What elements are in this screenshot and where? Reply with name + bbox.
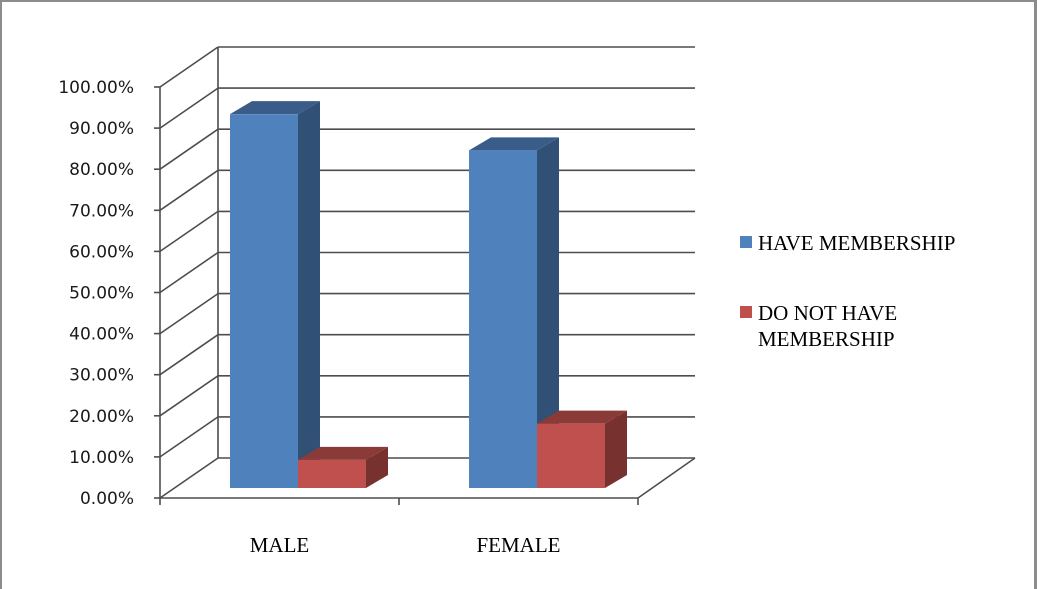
gridline-side — [159, 251, 219, 294]
bar-side — [298, 101, 320, 488]
bar — [230, 114, 298, 488]
bar-top — [537, 410, 627, 424]
gridline-side — [159, 128, 219, 170]
y-tick-label: 90.00% — [69, 119, 134, 139]
x-tick-label: FEMALE — [477, 533, 561, 557]
gridline-side — [159, 87, 219, 129]
gridline-side — [159, 210, 219, 253]
y-tick-label: 30.00% — [69, 366, 134, 386]
bar-top — [298, 446, 388, 460]
y-tick-label: 0.00% — [80, 489, 134, 509]
gridline-side — [159, 457, 219, 499]
y-tick-label: 10.00% — [69, 448, 134, 468]
y-tick-label: 100.00% — [58, 78, 134, 98]
bar — [537, 423, 605, 488]
bar-side — [537, 137, 559, 488]
legend: HAVE MEMBERSHIP DO NOT HAVE MEMBERSHIP — [740, 230, 1030, 396]
chart-axes: 0.00% 10.00% 20.00% 30.00% 40.00% 50.00% 60.00… — [58, 78, 639, 557]
legend-label-do-not-have-membership: DO NOT HAVE MEMBERSHIP — [758, 301, 898, 351]
bar-side — [605, 410, 627, 488]
bar — [469, 150, 537, 488]
y-tick-label: 50.00% — [69, 284, 134, 304]
gridline-side — [159, 416, 219, 458]
legend-label-have-membership: HAVE MEMBERSHIP — [758, 231, 956, 255]
y-tick-label: 20.00% — [69, 407, 134, 427]
x-tick-label: MALE — [250, 533, 310, 557]
bar — [298, 459, 366, 488]
legend-swatch-do-not-have-membership — [740, 306, 752, 318]
chart-bars — [230, 101, 627, 488]
bar-side — [366, 446, 388, 488]
gridline-side — [159, 334, 219, 376]
floor-edge — [637, 457, 696, 499]
y-tick-label: 70.00% — [69, 201, 134, 221]
legend-swatch-have-membership — [740, 236, 752, 248]
gridline-side — [159, 292, 219, 335]
legend-item-do-not-have-membership: DO NOT HAVE MEMBERSHIP — [740, 300, 1030, 352]
gridline-side — [159, 169, 219, 211]
y-tick-label: 80.00% — [69, 160, 134, 180]
bar-top — [230, 101, 320, 115]
bar-top — [469, 137, 559, 151]
y-tick-label: 40.00% — [69, 325, 134, 345]
legend-item-have-membership: HAVE MEMBERSHIP — [740, 230, 1030, 256]
gridline-side — [159, 46, 219, 88]
gridline-side — [159, 375, 219, 417]
y-tick-label: 60.00% — [69, 242, 134, 262]
